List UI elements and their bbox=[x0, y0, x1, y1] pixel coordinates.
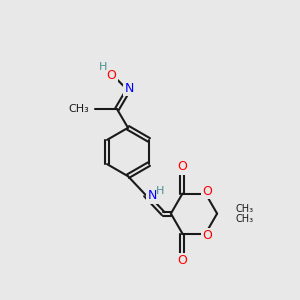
Text: O: O bbox=[202, 229, 212, 242]
Text: N: N bbox=[124, 82, 134, 95]
Text: O: O bbox=[178, 254, 188, 267]
Text: O: O bbox=[178, 160, 188, 173]
Text: CH₃: CH₃ bbox=[235, 204, 253, 214]
Text: CH₃: CH₃ bbox=[68, 104, 89, 114]
Text: H: H bbox=[155, 186, 164, 196]
Text: CH₃: CH₃ bbox=[235, 214, 253, 224]
Text: H: H bbox=[98, 62, 107, 72]
Text: O: O bbox=[202, 185, 212, 198]
Text: O: O bbox=[107, 68, 116, 82]
Text: N: N bbox=[148, 189, 157, 203]
